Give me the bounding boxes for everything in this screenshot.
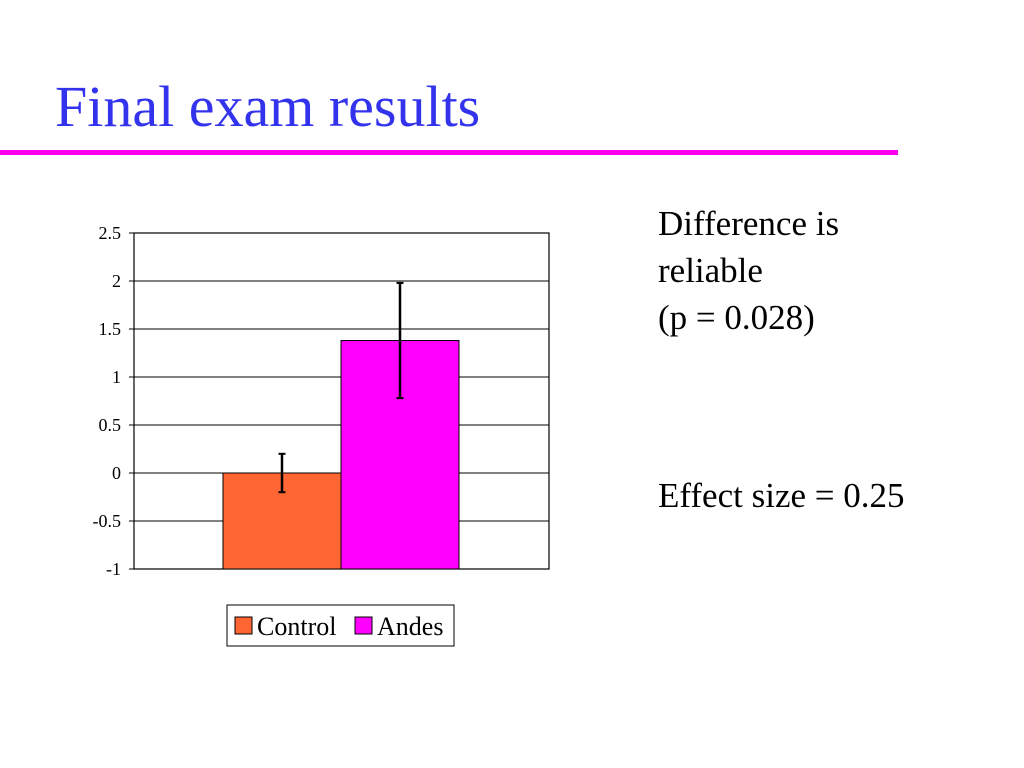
bar-control	[222, 472, 342, 570]
legend-label-andes: Andes	[377, 612, 443, 641]
legend-swatch-andes	[354, 616, 373, 635]
y-tick-label: 1.5	[99, 319, 122, 339]
error-bar-andes	[396, 281, 404, 400]
y-tick-label: 1	[112, 367, 121, 387]
effect-size-text: Effect size = 0.25	[658, 476, 905, 515]
legend-swatch-control	[234, 616, 253, 635]
legend: Control Andes	[226, 604, 455, 647]
error-bars	[278, 281, 404, 494]
y-tick-label: -0.5	[93, 511, 122, 531]
notes-line-1: Difference is	[658, 204, 840, 243]
y-tick-label: 0	[112, 463, 121, 483]
slide-title: Final exam results	[55, 74, 481, 139]
y-tick-label: 2	[112, 271, 121, 291]
notes-panel: Difference is reliable (p = 0.028) Effec…	[658, 200, 1018, 515]
y-tick-label: -1	[106, 559, 121, 579]
notes-line-2: reliable	[658, 251, 763, 290]
y-tick-label: 0.5	[99, 415, 122, 435]
y-axis: 2.5 2 1.5 1 0.5 0 -0.5 -1	[93, 223, 134, 579]
bars	[222, 340, 460, 570]
error-bar-control	[278, 452, 286, 494]
title-underline	[0, 150, 898, 155]
legend-box	[226, 604, 455, 647]
notes-line-3: (p = 0.028)	[658, 298, 815, 337]
legend-label-control: Control	[257, 612, 336, 641]
y-tick-label: 2.5	[99, 223, 122, 243]
